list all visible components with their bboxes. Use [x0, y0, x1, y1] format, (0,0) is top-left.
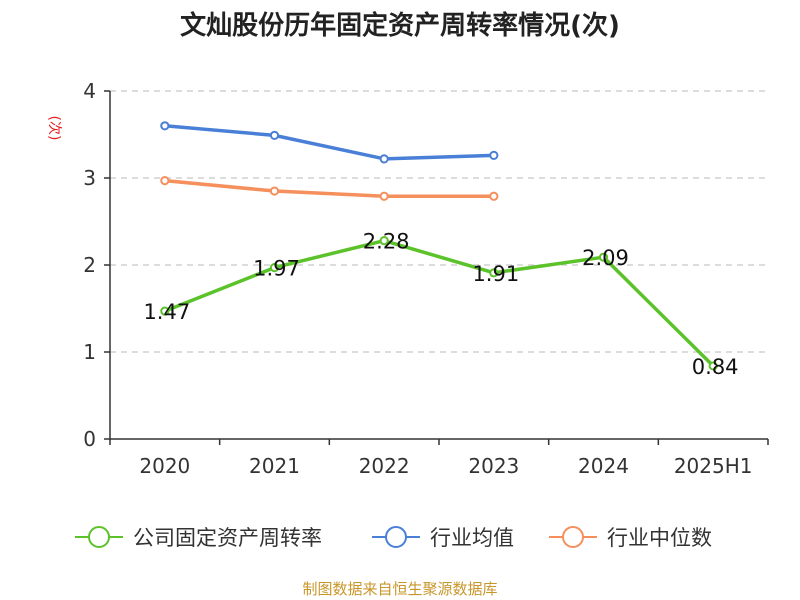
legend-marker: [385, 526, 407, 548]
data-label: 1.97: [253, 257, 300, 281]
x-tick-label: 2020: [139, 454, 190, 478]
data-label: 0.84: [692, 355, 739, 379]
data-point[interactable]: [379, 191, 389, 201]
x-tick-label: 2023: [468, 454, 519, 478]
legend-item[interactable]: 行业均值: [372, 526, 514, 550]
legend-label: 行业均值: [430, 526, 514, 550]
axes: 0 1 2 3 4 2020 2021 2022 2023 2024 2025H1: [83, 79, 769, 478]
x-tick-label: 2025H1: [674, 454, 753, 478]
data-point[interactable]: [489, 191, 499, 201]
legend[interactable]: 公司固定资产周转率 行业均值 行业中位数: [75, 526, 712, 550]
legend-label: 公司固定资产周转率: [133, 526, 322, 550]
data-point[interactable]: [269, 186, 280, 196]
series-lines: [160, 121, 718, 371]
series-line: [164, 178, 494, 199]
legend-item[interactable]: 公司固定资产周转率: [75, 526, 322, 550]
data-point[interactable]: [160, 306, 170, 316]
data-point[interactable]: [598, 252, 609, 262]
data-point[interactable]: [708, 361, 718, 371]
data-label: 1.47: [143, 300, 190, 324]
y-tick-label: 3: [83, 166, 96, 190]
y-tick-label: 4: [83, 79, 96, 103]
data-point[interactable]: [379, 154, 389, 164]
legend-marker: [88, 526, 110, 548]
series-line: [164, 238, 715, 368]
data-point[interactable]: [160, 121, 170, 131]
data-point[interactable]: [489, 268, 499, 278]
y-axis-label: (次): [46, 116, 62, 141]
source-note: 制图数据来自恒生聚源数据库: [302, 580, 497, 598]
x-tick-label: 2024: [578, 454, 629, 478]
chart-title: 文灿股份历年固定资产周转率情况(次): [180, 10, 620, 41]
legend-item[interactable]: 行业中位数: [549, 526, 712, 550]
data-label: 1.91: [472, 262, 519, 286]
y-tick-label: 2: [83, 253, 96, 277]
data-point[interactable]: [489, 150, 499, 160]
legend-marker: [562, 526, 584, 548]
x-tick-label: 2021: [249, 454, 300, 478]
data-point[interactable]: [379, 236, 389, 246]
data-labels: 1.47 1.97 2.28 1.91 2.09 0.84: [143, 230, 738, 379]
y-tick-label: 1: [83, 340, 96, 364]
data-point[interactable]: [160, 176, 170, 186]
series-line: [164, 124, 494, 161]
legend-label: 行业中位数: [607, 526, 712, 550]
data-label: 2.28: [363, 230, 410, 254]
x-tick-label: 2022: [359, 454, 410, 478]
data-point[interactable]: [269, 130, 280, 140]
data-label: 2.09: [582, 246, 629, 270]
data-point[interactable]: [269, 263, 280, 273]
y-tick-label: 0: [83, 427, 96, 451]
